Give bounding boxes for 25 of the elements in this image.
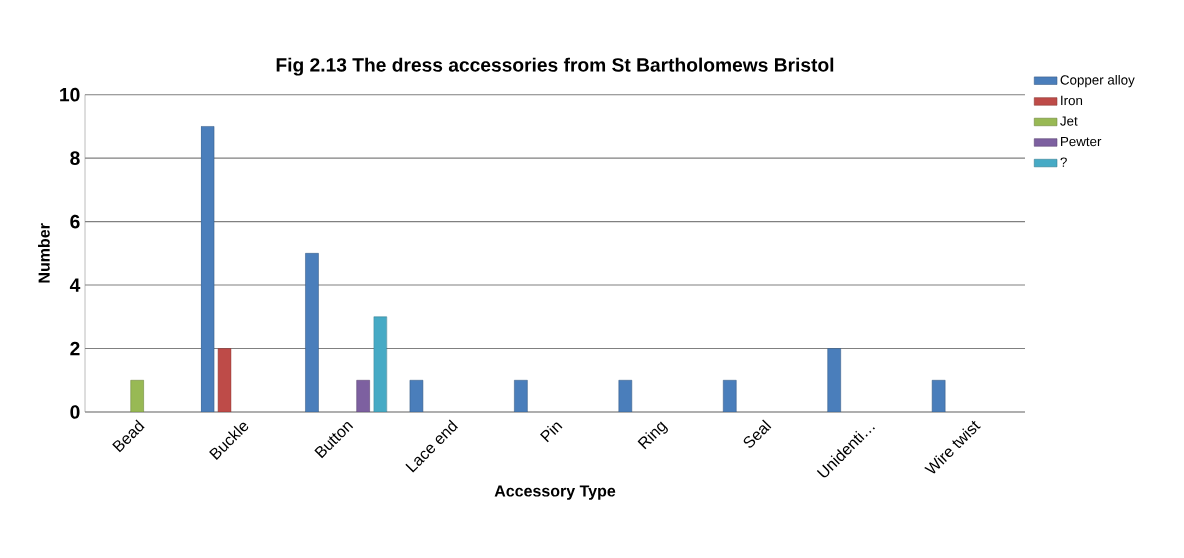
bar: [514, 380, 528, 412]
y-tick-label: 10: [60, 87, 80, 102]
legend-label: Copper alloy: [1060, 74, 1135, 88]
bar: [217, 348, 232, 412]
y-axis-title: Number: [38, 223, 50, 283]
legend-label: ?: [1060, 157, 1067, 167]
x-tick-label: Wire twist: [924, 420, 981, 474]
bar: [722, 380, 737, 412]
y-tick-label: 2: [70, 341, 80, 356]
legend-label: Pewter: [1061, 136, 1102, 147]
x-axis-title: Accessory Type: [494, 485, 616, 500]
bar: [931, 380, 946, 412]
y-tick-label: 8: [70, 151, 80, 165]
bar: [200, 126, 215, 412]
y-tick-label: 4: [69, 278, 81, 292]
chart-title: Fig 2.13 The dress accessories from St Bartholomews Bristol: [276, 57, 834, 76]
legend-label: Iron: [1061, 95, 1083, 106]
bar: [618, 380, 633, 412]
y-tick-label: 0: [70, 405, 80, 419]
bar: [409, 380, 424, 412]
bar: [827, 348, 841, 412]
y-tick-label: 6: [70, 214, 80, 229]
legend-label: Jet: [1060, 116, 1078, 126]
bar: [305, 253, 319, 412]
x-tick-label: Pin: [540, 422, 563, 443]
